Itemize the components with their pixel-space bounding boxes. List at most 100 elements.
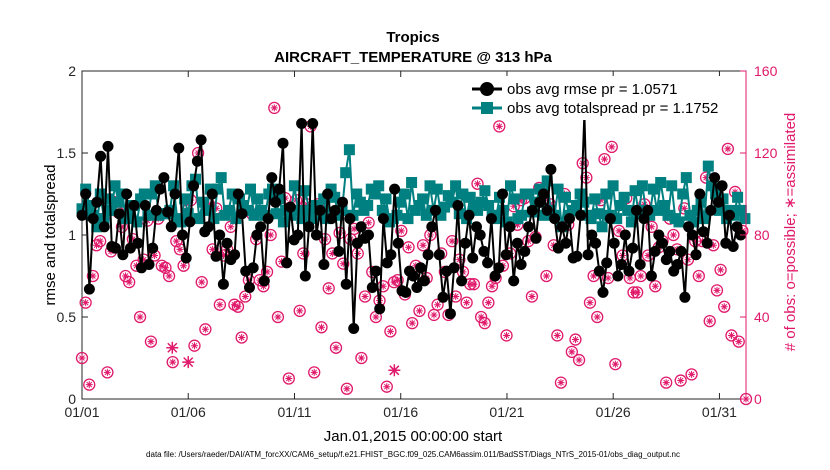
obs-possible-ring [133,310,147,324]
totalspread-point [94,188,106,200]
rmse-point [526,204,538,216]
obs-possible-spokes [394,276,402,284]
obs-possible-point [195,275,208,289]
rmse-point [690,249,702,261]
rmse-point [340,278,352,290]
obs-possible-ring [231,300,245,313]
obs-possible-ring [449,290,462,303]
obs-possible-spokes [470,280,478,288]
obs-possible-spokes [695,272,703,280]
totalspread-point [596,221,608,233]
rmse-point [504,221,516,233]
legend-spread-label: obs avg totalspread pr = 1.1752 [507,100,718,117]
rmse-point [381,257,393,269]
totalspread-point [684,209,696,221]
obs-possible-point [718,300,731,313]
obs-possible-point [445,234,459,248]
obs-possible-spokes [205,200,213,208]
rmse-point [638,213,650,225]
rmse-point [400,286,412,298]
obs-possible-ring [721,142,735,156]
rmse-point [485,213,497,225]
obs-possible-spokes [575,356,583,364]
rmse-point [456,275,468,287]
totalspread-point [442,190,454,202]
data-file-footer: data file: /Users/raeder/DAI/ATM_forcXX/… [146,450,680,459]
totalspread-point [175,216,187,228]
x-tick-label: 01/16 [383,404,418,420]
obs-possible-point [384,325,397,338]
obs-possible-ring [667,228,680,242]
obs-possible-point [605,140,618,154]
obs-possible-point [355,351,368,365]
obs-possible-spokes [648,223,656,231]
obs-possible-spokes [473,180,481,188]
rmse-point [645,270,657,282]
rmse-point [664,245,676,257]
obs-possible-spokes [463,299,471,307]
totalspread-point [523,188,535,200]
rmse-point [102,140,114,152]
obs-possible-ring [159,261,172,274]
totalspread-point [629,185,641,197]
totalspread-point [457,188,469,200]
obs-possible-ring [264,228,277,242]
obs-possible-spokes [528,293,536,300]
rmse-point [556,221,568,233]
totalspread-point [560,191,571,203]
obs-possible-ring [460,296,473,309]
rmse-point [296,118,308,129]
obs-possible-spokes [216,301,224,309]
totalspread-point [446,196,458,208]
y-left-tick-label: 1 [68,227,76,243]
obs-possible-spokes [317,323,325,331]
obs-possible-spokes [477,313,485,321]
obs-possible-spokes [234,303,242,311]
obs-possible-ring [493,120,506,133]
rmse-point [444,308,456,320]
rmse-point [463,209,475,221]
y-right-tick-label: 40 [754,309,770,325]
rmse-point [80,188,92,200]
obs-possible-ring [645,220,658,233]
rmse-point [281,257,293,269]
rmse-point [180,252,192,264]
rmse-point [374,303,386,315]
rmse-point [162,206,174,218]
obs-possible-point [721,142,735,156]
obs-possible-spokes [357,354,365,362]
rmse-point [169,188,181,200]
totalspread-point [277,216,289,228]
y-left-tick-label: 0 [68,391,76,407]
rmse-point [173,142,185,154]
obs-possible-spokes [339,260,347,268]
obs-possible-spokes [415,307,423,315]
obs-possible-point [231,300,245,313]
obs-possible-spokes [448,237,456,245]
obs-possible-ring [213,298,227,311]
totalspread-point [508,193,520,205]
series-layer [75,101,753,406]
obs-possible-spokes [151,252,159,259]
rmse-point [262,213,274,225]
obs-possible-ring [685,368,698,381]
obs-possible-spokes [717,266,725,274]
rmse-point [415,262,427,274]
totalspread-point [226,188,238,200]
totalspread-point [168,180,180,192]
obs-possible-ring [75,351,89,365]
rmse-point [712,196,724,208]
rmse-point [314,204,326,216]
rmse-point [83,283,95,295]
obs-possible-point [732,335,745,348]
totalspread-point [713,204,725,216]
totalspread-point [417,193,429,205]
obs-possible-spokes [510,202,518,210]
obs-possible-ring [268,101,281,115]
obs-possible-point [83,378,96,391]
obs-possible-spokes [343,385,351,393]
totalspread-point [91,221,103,233]
obs-possible-ring [119,269,132,283]
obs-possible-point [565,345,578,359]
totalspread-point [146,188,158,200]
